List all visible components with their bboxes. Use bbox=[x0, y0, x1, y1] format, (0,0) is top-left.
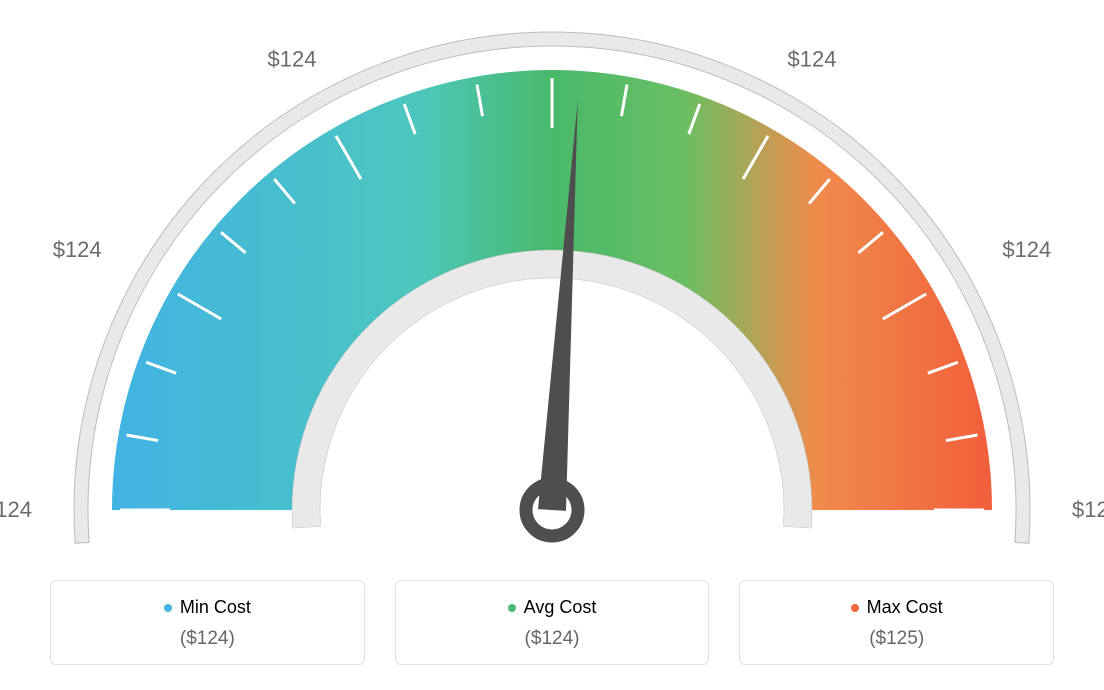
legend-label-avg: Avg Cost bbox=[524, 597, 597, 618]
legend-dot-avg bbox=[508, 604, 516, 612]
legend-dot-max bbox=[851, 604, 859, 612]
svg-text:$124: $124 bbox=[788, 47, 837, 72]
legend-card-min: Min Cost ($124) bbox=[50, 580, 365, 665]
legend-row: Min Cost ($124) Avg Cost ($124) Max Cost… bbox=[50, 580, 1054, 665]
svg-text:$125: $125 bbox=[1072, 497, 1104, 522]
legend-value-max: ($125) bbox=[750, 628, 1043, 650]
legend-label-max: Max Cost bbox=[867, 597, 943, 618]
svg-text:$124: $124 bbox=[268, 47, 317, 72]
svg-text:$124: $124 bbox=[53, 237, 102, 262]
legend-dot-min bbox=[164, 604, 172, 612]
legend-card-avg: Avg Cost ($124) bbox=[395, 580, 710, 665]
svg-text:$124: $124 bbox=[528, 0, 577, 2]
legend-label-min: Min Cost bbox=[180, 597, 251, 618]
legend-value-avg: ($124) bbox=[406, 628, 699, 650]
legend-value-min: ($124) bbox=[61, 628, 354, 650]
svg-text:$124: $124 bbox=[0, 497, 32, 522]
gauge-chart: $124 $124 $124 $124 $124 $124 $125 bbox=[0, 0, 1104, 560]
svg-text:$124: $124 bbox=[1002, 237, 1051, 262]
legend-card-max: Max Cost ($125) bbox=[739, 580, 1054, 665]
